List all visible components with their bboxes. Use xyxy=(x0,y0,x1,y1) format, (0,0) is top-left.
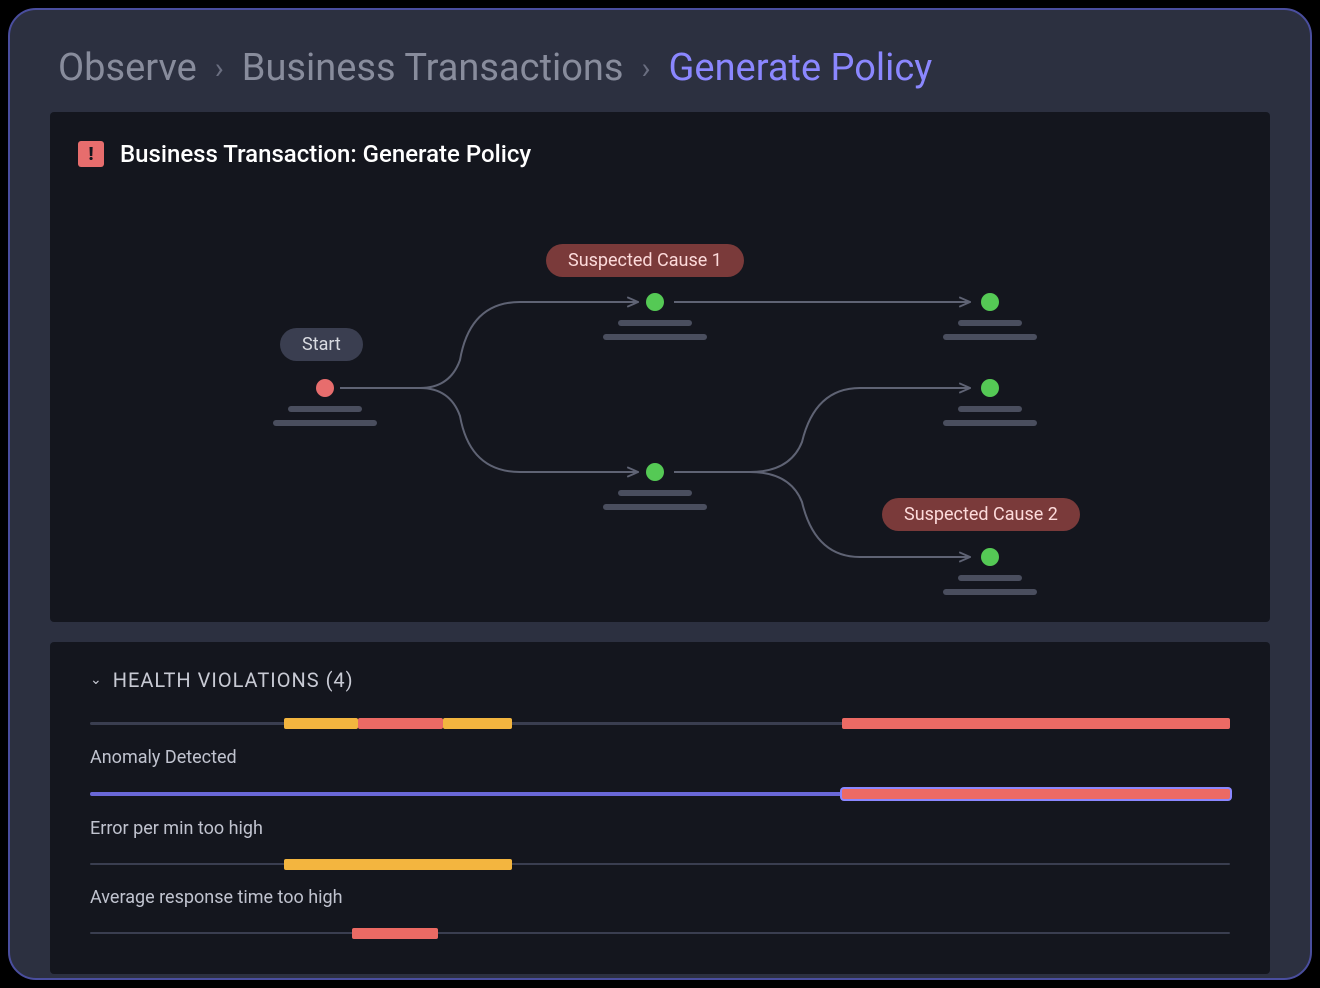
flow-node-skeleton xyxy=(618,490,692,496)
breadcrumb-item-generate-policy[interactable]: Generate Policy xyxy=(669,46,933,90)
chevron-right-icon: › xyxy=(215,51,224,86)
panel-title: Business Transaction: Generate Policy xyxy=(120,140,531,168)
flow-edge xyxy=(674,388,970,472)
timeline-segment[interactable] xyxy=(284,718,358,729)
timeline-segment[interactable] xyxy=(443,718,511,729)
chevron-right-icon: › xyxy=(642,51,651,86)
health-violations-header[interactable]: ⌄ HEALTH VIOLATIONS (4) xyxy=(90,668,1230,692)
breadcrumb-item-observe[interactable]: Observe xyxy=(58,46,197,90)
timeline-segment[interactable] xyxy=(284,859,512,870)
flow-node-skeleton xyxy=(958,320,1022,326)
flow-node-skeleton xyxy=(943,589,1037,595)
flow-pill-suspected-cause[interactable]: Suspected Cause 1 xyxy=(546,244,744,277)
flow-node-skeleton xyxy=(603,504,707,510)
timeline-segment[interactable] xyxy=(358,718,444,729)
flow-node[interactable] xyxy=(316,379,334,397)
flow-panel: ! Business Transaction: Generate Policy … xyxy=(50,112,1270,622)
alert-icon: ! xyxy=(78,141,104,167)
chevron-down-icon: ⌄ xyxy=(90,672,103,688)
flow-node-skeleton xyxy=(288,406,362,412)
breadcrumb-item-business-transactions[interactable]: Business Transactions xyxy=(242,46,624,90)
flow-node-skeleton xyxy=(273,420,377,426)
timeline-segment[interactable] xyxy=(352,928,438,939)
flow-pill-suspected-cause[interactable]: Suspected Cause 2 xyxy=(882,498,1080,531)
timeline-segment[interactable] xyxy=(842,789,1230,799)
flow-node-skeleton xyxy=(943,420,1037,426)
violation-timeline xyxy=(90,863,1230,865)
violation-row-label: Error per min too high xyxy=(90,818,1230,839)
flow-graph xyxy=(50,112,1270,622)
health-violations-panel: ⌄ HEALTH VIOLATIONS (4) Anomaly Detected… xyxy=(50,642,1270,974)
violation-timeline xyxy=(90,792,1230,796)
flow-node-skeleton xyxy=(958,575,1022,581)
breadcrumb: Observe › Business Transactions › Genera… xyxy=(10,10,1310,112)
violation-timeline xyxy=(90,722,1230,725)
timeline-segment[interactable] xyxy=(842,718,1230,729)
flow-node-skeleton xyxy=(603,334,707,340)
flow-node-skeleton xyxy=(618,320,692,326)
health-violations-title: HEALTH VIOLATIONS (4) xyxy=(113,668,354,692)
violation-timeline xyxy=(90,932,1230,934)
flow-node[interactable] xyxy=(981,548,999,566)
flow-pill-start[interactable]: Start xyxy=(280,328,363,361)
flow-node[interactable] xyxy=(981,293,999,311)
flow-edge xyxy=(340,388,638,472)
flow-node[interactable] xyxy=(981,379,999,397)
flow-node-skeleton xyxy=(943,334,1037,340)
flow-node-skeleton xyxy=(958,406,1022,412)
flow-node[interactable] xyxy=(646,463,664,481)
flow-edge xyxy=(340,302,638,388)
timeline-baseline xyxy=(90,932,1230,934)
app-window: Observe › Business Transactions › Genera… xyxy=(8,8,1312,980)
panel-title-row: ! Business Transaction: Generate Policy xyxy=(78,140,1242,168)
violation-row-label: Anomaly Detected xyxy=(90,747,1230,768)
violation-row-label: Average response time too high xyxy=(90,887,1230,908)
timeline-baseline xyxy=(90,863,1230,865)
flow-node[interactable] xyxy=(646,293,664,311)
